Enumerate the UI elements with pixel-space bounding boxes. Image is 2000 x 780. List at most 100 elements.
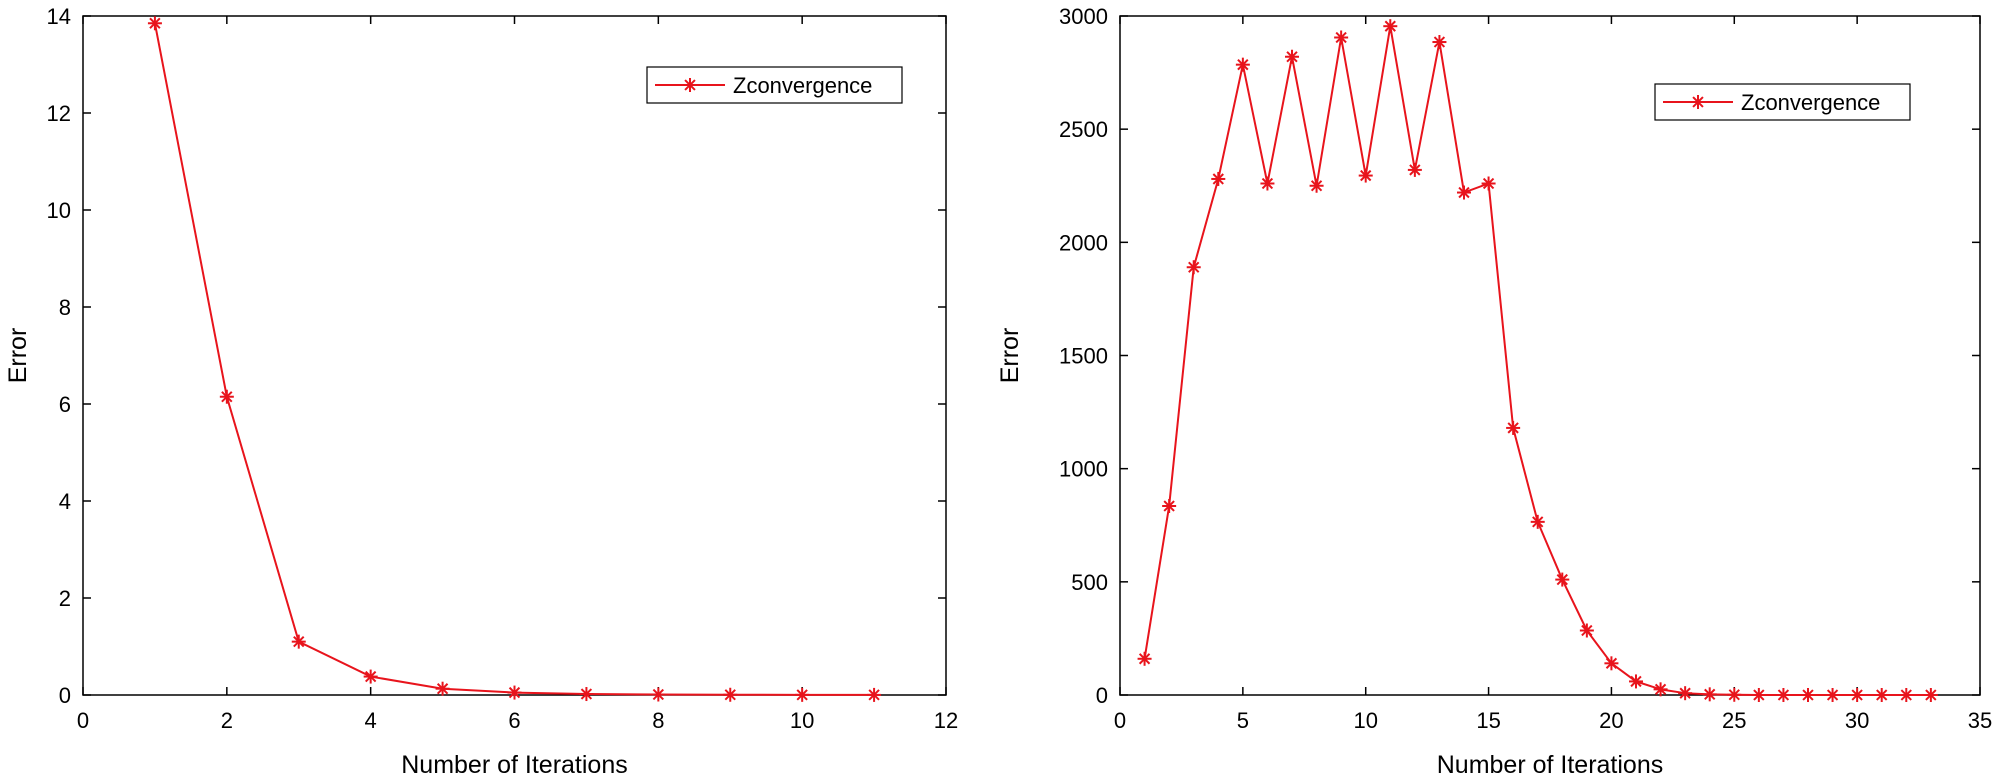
chart-1-x-tick-label: 8 — [652, 708, 664, 733]
chart-2-y-tick-label: 2000 — [1059, 230, 1108, 255]
chart-1-x-tick-label: 10 — [790, 708, 814, 733]
chart-2-data-point-d2 — [1286, 51, 1298, 63]
chart-2-data-point-d2 — [1384, 20, 1396, 32]
chart-2-data-point — [1481, 176, 1496, 191]
chart-2-data-point-d2 — [1163, 500, 1175, 512]
chart-2-data-point — [1235, 57, 1250, 72]
chart-2-data-point-d2 — [1532, 516, 1544, 528]
chart-1-x-tick-label: 12 — [934, 708, 958, 733]
chart-2-data-point-d2 — [1654, 683, 1667, 695]
chart-2-data-point-d2 — [1507, 422, 1519, 434]
chart-2-data-point-d2 — [1728, 689, 1740, 701]
chart-2-series-line — [1143, 26, 1931, 696]
chart-2-data-point-d2 — [1360, 169, 1372, 182]
chart-2-data-point — [1604, 656, 1619, 671]
chart-1-x-tick-label: 0 — [77, 708, 89, 733]
chart-2-data-point-d2 — [1876, 689, 1888, 701]
chart-2-y-tick-label: 2500 — [1059, 117, 1108, 142]
chart-2-data-point — [1899, 688, 1914, 702]
chart-2-data-point-d2 — [1138, 653, 1151, 665]
chart-2-data-point-d2 — [1188, 261, 1200, 273]
chart-1-legend: Zconvergence — [646, 66, 903, 104]
chart-2-data-point-d2 — [1212, 173, 1224, 185]
chart-2-series-1 — [1137, 19, 1938, 702]
chart-2-data-point-d2 — [1630, 675, 1642, 688]
chart-1-y-tick-label: 4 — [59, 489, 71, 514]
chart-2-data-point-d2 — [1826, 689, 1839, 701]
chart-2-data-point-d2 — [1679, 687, 1691, 699]
chart-2-data-point — [1186, 260, 1201, 275]
chart-1-y-tick-label: 10 — [47, 198, 71, 223]
chart-2-data-point — [1702, 687, 1717, 702]
chart-2-data-point-d2 — [1458, 186, 1470, 199]
chart-1-y-tick-label: 2 — [59, 586, 71, 611]
chart-1-data-point-d2 — [580, 688, 593, 700]
chart-2-y-tick-label: 500 — [1071, 570, 1108, 595]
chart-1-x-tick-label: 4 — [365, 708, 377, 733]
chart-2-data-point-d2 — [1851, 689, 1863, 701]
chart-1-y-tick-label: 14 — [47, 4, 71, 29]
chart-2-data-point — [1407, 162, 1422, 177]
chart-1-x-tick-label: 6 — [508, 708, 520, 733]
chart-1-data-point — [795, 687, 810, 702]
chart-1-data-point-d2 — [365, 670, 377, 683]
chart-2-data-point-d2 — [1753, 689, 1765, 701]
chart-1-legend-marker — [683, 78, 697, 92]
chart-2-data-point — [1334, 30, 1349, 45]
chart-1-data-point-d2 — [221, 391, 233, 403]
chart-2-y-tick-label: 1500 — [1059, 344, 1108, 369]
chart-1-y-tick-label: 6 — [59, 392, 71, 417]
chart-1-series-line — [153, 23, 875, 696]
chart-1-y-tick-label: 8 — [59, 295, 71, 320]
chart-2-x-tick-label: 5 — [1237, 708, 1249, 733]
chart-1-data-point-d2 — [508, 686, 521, 699]
chart-2-data-point — [1285, 49, 1299, 64]
chart-1-data-point-d2 — [724, 689, 736, 701]
chart-1-legend-marker-d2 — [684, 79, 696, 91]
chart-2-data-point-d2 — [1335, 31, 1347, 44]
chart-2-data-point — [1383, 19, 1398, 34]
chart-1-series-1 — [147, 16, 882, 702]
chart-2-data-point — [1678, 686, 1693, 701]
chart-1-data-point — [507, 685, 522, 700]
chart-1-y-tick-label: 0 — [59, 683, 71, 708]
chart-1-data-point — [723, 687, 738, 702]
chart-2-data-point — [1874, 688, 1889, 702]
chart-2-y-axis-label: Error — [996, 328, 1024, 384]
chart-1-data-point — [867, 687, 882, 702]
chart-2-data-point — [1211, 171, 1226, 186]
chart-2-data-point-d2 — [1409, 164, 1421, 176]
chart-1-data-point-d2 — [436, 683, 449, 695]
chart-1-data-point — [291, 634, 306, 649]
chart-2-data-point — [1751, 688, 1766, 702]
chart-2-data-point — [1923, 688, 1938, 702]
chart-1-data-point-d2 — [796, 689, 808, 701]
chart-2-data-point — [1776, 688, 1791, 702]
chart-2-data-point — [1309, 178, 1324, 193]
chart-2-data-point-d2 — [1802, 689, 1814, 701]
chart-2-data-point-d2 — [1556, 573, 1568, 586]
chart-2-x-axis-label: Number of Iterations — [1437, 751, 1664, 779]
chart-1-data-point — [435, 681, 450, 696]
chart-2-y-tick-label: 1000 — [1059, 457, 1108, 482]
chart-1-data-point — [219, 389, 234, 404]
chart-2-legend: Zconvergence — [1654, 83, 1911, 121]
chart-2-legend-marker — [1691, 95, 1705, 109]
chart-2-x-tick-label: 25 — [1722, 708, 1746, 733]
chart-1-data-point-d2 — [293, 635, 305, 648]
chart-2-data-point — [1162, 499, 1177, 514]
chart-1-plot-frame — [82, 15, 947, 696]
chart-2-data-point — [1260, 176, 1275, 191]
chart-2-data-point — [1555, 572, 1570, 587]
chart-2-x-tick-label: 30 — [1845, 708, 1869, 733]
chart-2-data-point-d2 — [1261, 177, 1274, 190]
chart-1-x-axis-label: Number of Iterations — [401, 751, 628, 779]
chart-2-legend-label: Zconvergence — [1741, 90, 1880, 115]
chart-1-data-point-d2 — [652, 688, 664, 701]
chart-1: 0 2 4 6 8 10 12 0 2 4 6 8 10 12 14 Number of Iterations… — [4, 4, 958, 779]
chart-2-data-point — [1825, 688, 1840, 702]
chart-1-data-point — [579, 687, 594, 702]
chart-1-data-point — [147, 16, 162, 31]
chart-1-x-tick-label: 2 — [221, 708, 233, 733]
chart-2-x-tick-label: 10 — [1353, 708, 1377, 733]
